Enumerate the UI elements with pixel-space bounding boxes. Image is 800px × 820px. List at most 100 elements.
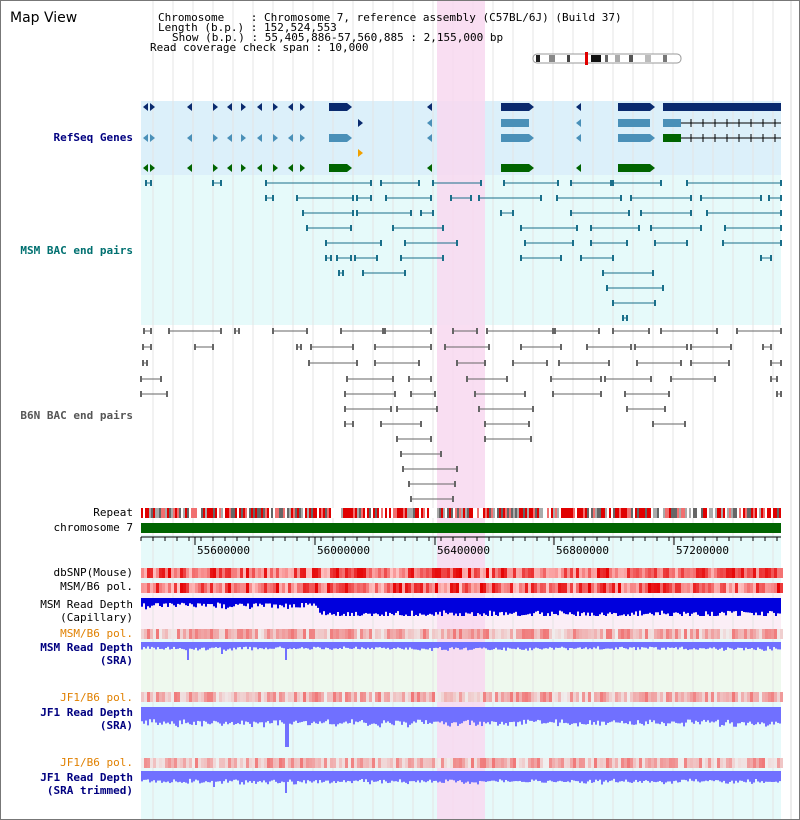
read-depth-bar bbox=[467, 771, 469, 782]
polymorphism-bin bbox=[735, 568, 738, 578]
repeat-segment bbox=[693, 508, 695, 518]
read-depth-bar bbox=[257, 771, 259, 782]
read-depth-bar bbox=[749, 707, 751, 722]
read-depth-bar bbox=[705, 707, 707, 722]
read-depth-bar bbox=[725, 598, 727, 616]
read-depth-bar bbox=[203, 642, 205, 648]
polymorphism-bin bbox=[597, 758, 600, 768]
polymorphism-bin bbox=[732, 583, 735, 593]
read-depth-bar bbox=[237, 771, 239, 781]
polymorphism-bin bbox=[177, 629, 180, 639]
repeat-segment bbox=[305, 508, 307, 518]
polymorphism-bin bbox=[405, 583, 408, 593]
polymorphism-bin bbox=[744, 568, 747, 578]
polymorphism-bin bbox=[453, 568, 456, 578]
read-depth-bar bbox=[503, 598, 505, 616]
read-depth-bar bbox=[273, 707, 275, 721]
polymorphism-bin bbox=[306, 568, 309, 578]
read-depth-bar bbox=[531, 642, 533, 651]
polymorphism-bin bbox=[393, 692, 396, 702]
track-label-b6n-bac-end-pairs[interactable]: B6N BAC end pairs bbox=[20, 409, 133, 422]
polymorphism-bin bbox=[189, 568, 192, 578]
read-depth-bar bbox=[611, 642, 613, 649]
read-depth-bar bbox=[661, 771, 663, 783]
read-depth-bar bbox=[141, 771, 143, 782]
read-depth-bar bbox=[359, 771, 361, 780]
read-depth-bar bbox=[687, 771, 689, 782]
polymorphism-bin bbox=[174, 629, 177, 639]
repeat-segment bbox=[389, 508, 391, 518]
polymorphism-bin bbox=[600, 583, 603, 593]
polymorphism-bin bbox=[348, 758, 351, 768]
polymorphism-bin bbox=[294, 758, 297, 768]
read-depth-bar bbox=[693, 707, 695, 724]
polymorphism-bin bbox=[609, 692, 612, 702]
read-depth-bar bbox=[209, 771, 211, 783]
read-depth-bar bbox=[373, 771, 375, 782]
polymorphism-bin bbox=[369, 692, 372, 702]
track-label-msm-bac-end-pairs[interactable]: MSM BAC end pairs bbox=[20, 244, 133, 257]
polymorphism-bin bbox=[183, 583, 186, 593]
polymorphism-bin bbox=[453, 583, 456, 593]
read-depth-bar bbox=[147, 598, 149, 607]
polymorphism-bin bbox=[270, 692, 273, 702]
read-depth-bar bbox=[169, 707, 171, 725]
polymorphism-bin bbox=[441, 583, 444, 593]
polymorphism-bin bbox=[702, 629, 705, 639]
read-depth-bar bbox=[465, 707, 467, 721]
polymorphism-bin bbox=[711, 629, 714, 639]
read-depth-bar bbox=[387, 707, 389, 722]
read-depth-bar bbox=[251, 771, 253, 783]
strand-arrow bbox=[347, 134, 352, 142]
read-depth-bar bbox=[511, 771, 513, 782]
read-depth-bar bbox=[209, 598, 211, 605]
repeat-segment bbox=[719, 508, 721, 518]
polymorphism-bin bbox=[387, 568, 390, 578]
polymorphism-bin bbox=[357, 758, 360, 768]
polymorphism-bin bbox=[681, 758, 684, 768]
polymorphism-bin bbox=[531, 692, 534, 702]
polymorphism-bin bbox=[534, 692, 537, 702]
repeat-segment bbox=[591, 508, 593, 518]
read-depth-bar bbox=[461, 707, 463, 724]
read-depth-bar bbox=[413, 642, 415, 650]
read-depth-bar bbox=[761, 771, 763, 782]
read-depth-bar bbox=[509, 642, 511, 649]
read-depth-bar bbox=[701, 771, 703, 782]
polymorphism-bin bbox=[426, 583, 429, 593]
polymorphism-bin bbox=[687, 758, 690, 768]
polymorphism-bin bbox=[273, 758, 276, 768]
read-depth-bar bbox=[745, 707, 747, 726]
polymorphism-bin bbox=[450, 568, 453, 578]
read-depth-bar bbox=[249, 598, 251, 609]
read-depth-bar bbox=[573, 598, 575, 615]
polymorphism-bin bbox=[552, 583, 555, 593]
read-depth-bar bbox=[711, 642, 713, 649]
polymorphism-bin bbox=[423, 568, 426, 578]
polymorphism-bin bbox=[453, 629, 456, 639]
polymorphism-bin bbox=[693, 758, 696, 768]
polymorphism-bin bbox=[531, 583, 534, 593]
read-depth-bar bbox=[285, 598, 287, 604]
polymorphism-bin bbox=[399, 568, 402, 578]
track-label-refseq-genes[interactable]: RefSeq Genes bbox=[53, 131, 133, 144]
read-depth-bar bbox=[517, 642, 519, 648]
read-depth-bar bbox=[715, 598, 717, 616]
read-depth-bar bbox=[711, 598, 713, 612]
read-depth-bar bbox=[675, 598, 677, 613]
read-depth-bar bbox=[653, 771, 655, 782]
read-depth-bar bbox=[593, 707, 595, 723]
repeat-segment bbox=[233, 508, 235, 518]
polymorphism-bin bbox=[588, 568, 591, 578]
polymorphism-bin bbox=[303, 758, 306, 768]
repeat-segment bbox=[751, 508, 753, 518]
read-depth-bar bbox=[657, 642, 659, 650]
polymorphism-bin bbox=[462, 568, 465, 578]
read-depth-bar bbox=[405, 642, 407, 648]
polymorphism-bin bbox=[474, 758, 477, 768]
polymorphism-bin bbox=[351, 758, 354, 768]
repeat-segment bbox=[343, 508, 345, 518]
polymorphism-bin bbox=[168, 568, 171, 578]
polymorphism-bin bbox=[162, 583, 165, 593]
